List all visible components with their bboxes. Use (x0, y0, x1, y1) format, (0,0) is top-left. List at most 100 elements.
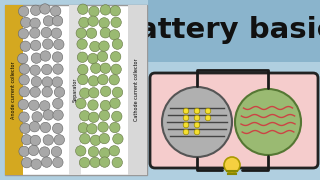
Circle shape (30, 87, 40, 97)
Circle shape (183, 115, 189, 121)
Circle shape (89, 6, 99, 17)
Circle shape (100, 28, 110, 38)
Text: Battery basics: Battery basics (116, 16, 320, 44)
Circle shape (88, 53, 98, 64)
Circle shape (40, 51, 51, 61)
Circle shape (183, 108, 189, 114)
Circle shape (112, 87, 123, 98)
Circle shape (29, 28, 40, 38)
Circle shape (52, 16, 63, 26)
Circle shape (99, 110, 110, 121)
Circle shape (76, 146, 86, 156)
Circle shape (30, 65, 40, 75)
Circle shape (20, 123, 30, 134)
Circle shape (224, 157, 240, 173)
Circle shape (100, 157, 110, 167)
Circle shape (43, 135, 53, 145)
Circle shape (112, 39, 123, 49)
Circle shape (109, 30, 120, 40)
Circle shape (100, 5, 111, 15)
Circle shape (78, 64, 88, 75)
Circle shape (99, 41, 109, 51)
Circle shape (205, 115, 211, 121)
Circle shape (79, 157, 90, 168)
Circle shape (100, 63, 111, 73)
Circle shape (88, 100, 98, 110)
Circle shape (99, 133, 109, 144)
Circle shape (183, 129, 189, 135)
Circle shape (80, 88, 90, 98)
Circle shape (80, 134, 90, 144)
Text: Cathode current collector: Cathode current collector (134, 59, 140, 121)
Circle shape (28, 145, 39, 156)
Circle shape (88, 112, 99, 123)
Circle shape (100, 148, 110, 158)
Circle shape (19, 75, 29, 85)
Circle shape (86, 28, 97, 38)
Circle shape (54, 39, 64, 50)
Circle shape (113, 134, 123, 144)
Circle shape (98, 122, 108, 132)
Circle shape (18, 99, 28, 110)
Circle shape (31, 53, 42, 63)
Circle shape (109, 146, 120, 156)
Bar (5, 5, 23, 175)
Circle shape (77, 39, 87, 49)
Circle shape (19, 6, 29, 17)
Circle shape (30, 5, 41, 15)
Circle shape (111, 17, 121, 28)
Circle shape (29, 100, 39, 111)
Circle shape (54, 135, 65, 145)
Bar (148, 0, 320, 62)
Circle shape (30, 135, 41, 146)
Circle shape (19, 64, 29, 74)
Circle shape (235, 89, 301, 155)
Circle shape (97, 51, 108, 62)
Circle shape (87, 124, 97, 134)
Circle shape (43, 110, 53, 120)
Circle shape (100, 100, 111, 111)
Circle shape (51, 6, 61, 16)
Circle shape (52, 52, 63, 62)
Circle shape (90, 157, 100, 168)
Circle shape (90, 41, 100, 52)
Circle shape (21, 158, 32, 168)
Circle shape (89, 88, 99, 98)
Circle shape (42, 87, 52, 97)
Circle shape (42, 157, 52, 167)
Circle shape (53, 157, 63, 168)
Circle shape (40, 122, 51, 133)
Circle shape (42, 77, 52, 87)
Text: Anode current collector: Anode current collector (12, 61, 17, 119)
Circle shape (112, 157, 123, 168)
Circle shape (100, 86, 111, 96)
Circle shape (52, 77, 62, 87)
Circle shape (110, 6, 121, 16)
Circle shape (30, 40, 41, 51)
Circle shape (99, 18, 109, 28)
Circle shape (51, 28, 61, 38)
Circle shape (51, 146, 62, 157)
Circle shape (42, 64, 52, 75)
Circle shape (76, 98, 86, 109)
Circle shape (19, 146, 29, 157)
Circle shape (91, 63, 101, 73)
Circle shape (78, 4, 88, 14)
Circle shape (29, 122, 40, 132)
Circle shape (77, 52, 88, 62)
FancyBboxPatch shape (150, 73, 318, 168)
Circle shape (40, 101, 50, 111)
Circle shape (79, 17, 89, 28)
Circle shape (162, 87, 232, 157)
Circle shape (40, 4, 50, 14)
Circle shape (31, 76, 42, 87)
Circle shape (90, 135, 101, 145)
Circle shape (19, 112, 29, 122)
Circle shape (194, 108, 200, 114)
Circle shape (39, 147, 50, 157)
Bar (128, 5, 147, 175)
Circle shape (32, 112, 42, 122)
Circle shape (88, 147, 99, 157)
Circle shape (80, 111, 90, 121)
Circle shape (18, 53, 28, 64)
